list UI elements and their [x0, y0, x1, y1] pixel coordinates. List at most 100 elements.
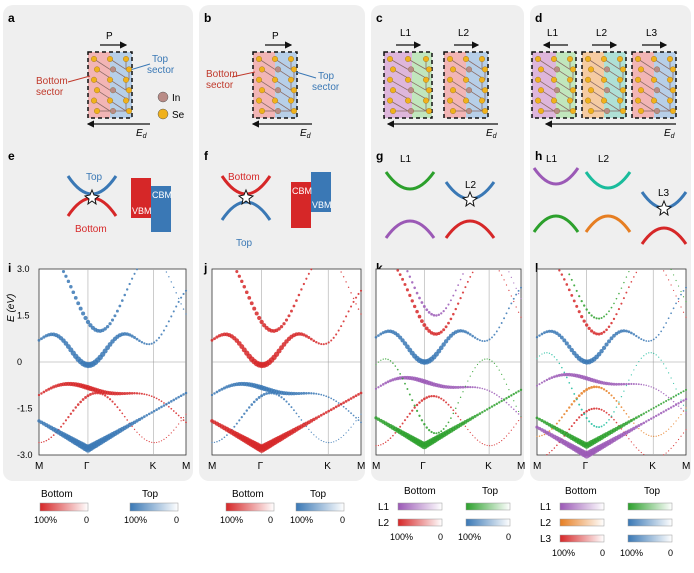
- band-point: [37, 393, 41, 397]
- band-point: [412, 304, 417, 309]
- band-point: [639, 422, 643, 426]
- band-point: [510, 276, 512, 278]
- panel-label-h: h: [535, 149, 542, 163]
- band-point: [565, 372, 569, 377]
- band-point: [150, 395, 153, 398]
- band-point: [675, 442, 677, 444]
- band-point: [493, 404, 496, 407]
- y-tick-label: -3.0: [17, 450, 33, 460]
- se-atom: [91, 76, 97, 83]
- band-point: [377, 386, 380, 389]
- band-point: [99, 392, 102, 395]
- band-point: [517, 390, 520, 393]
- band-point: [503, 317, 506, 320]
- band-point: [633, 444, 635, 446]
- band-point: [469, 375, 471, 377]
- band-point: [118, 409, 121, 412]
- svg-text:Top: Top: [236, 238, 253, 249]
- band-point: [588, 420, 591, 423]
- band-point: [604, 342, 609, 347]
- band-point: [282, 322, 286, 326]
- y-axis-label: E (eV): [6, 294, 17, 322]
- band-point: [612, 382, 616, 386]
- band-point: [309, 337, 313, 341]
- band-point: [145, 414, 149, 417]
- band-point: [74, 406, 77, 409]
- band-point: [488, 390, 491, 392]
- band-point: [155, 397, 158, 400]
- band-point: [310, 268, 313, 271]
- band-point: [668, 450, 670, 452]
- band-point: [184, 391, 188, 395]
- in-atom: [654, 87, 660, 94]
- panel-label-d: d: [535, 11, 542, 25]
- band-point: [277, 327, 281, 331]
- band-point: [520, 415, 522, 417]
- band-point: [115, 309, 119, 313]
- band-point: [175, 412, 178, 415]
- band-point: [220, 387, 224, 391]
- band-point: [118, 304, 122, 308]
- band-point: [252, 306, 257, 311]
- band-point: [138, 339, 141, 343]
- se-atom: [551, 56, 557, 62]
- band-point: [603, 315, 606, 318]
- band-point: [307, 392, 311, 395]
- band-point: [257, 396, 261, 399]
- band-point: [481, 410, 484, 414]
- band-point: [565, 283, 569, 286]
- band-point: [615, 297, 618, 300]
- band-point: [162, 329, 165, 332]
- band-point: [546, 352, 548, 354]
- band-point: [398, 273, 402, 277]
- band-point: [650, 352, 652, 354]
- band-point: [583, 413, 586, 416]
- band-point: [645, 340, 648, 342]
- band-point: [440, 397, 443, 400]
- band-point: [342, 276, 345, 278]
- se-atom: [651, 97, 657, 104]
- band-point: [375, 364, 377, 366]
- band-point: [160, 400, 163, 403]
- band-point: [548, 352, 551, 354]
- band-point: [650, 386, 652, 388]
- svg-text:0: 0: [174, 515, 179, 525]
- band-point: [223, 436, 226, 439]
- band-point: [583, 304, 586, 307]
- band-point: [680, 306, 682, 308]
- band-point: [635, 271, 638, 274]
- se-atom: [390, 87, 396, 94]
- band-point: [81, 398, 85, 401]
- panel-label-k: k: [376, 261, 383, 275]
- band-point: [170, 400, 173, 403]
- band-point: [450, 417, 452, 419]
- band-point: [563, 413, 566, 416]
- band-point: [434, 332, 439, 336]
- band-point: [150, 411, 153, 414]
- in-atom: [466, 108, 472, 114]
- band-point: [645, 353, 647, 355]
- band-point: [172, 310, 175, 313]
- band-point: [345, 432, 347, 434]
- band-point: [352, 395, 355, 399]
- band-point: [647, 340, 650, 342]
- band-point: [585, 388, 589, 391]
- band-point: [290, 406, 293, 409]
- band-point: [327, 396, 330, 399]
- structure-d: L1 L2 L3 Ed: [531, 28, 677, 140]
- band-point: [598, 317, 601, 320]
- band-point: [66, 279, 71, 284]
- band-point: [535, 416, 539, 420]
- band-point: [476, 337, 479, 341]
- band-point: [148, 394, 151, 397]
- in-atom: [554, 66, 560, 73]
- band-point: [637, 415, 641, 418]
- band-point: [265, 392, 268, 395]
- svg-text:100%: 100%: [552, 548, 575, 558]
- band-sketch-f: Bottom Top CBM VBM: [220, 172, 332, 249]
- panel-label-l: l: [535, 261, 538, 275]
- band-point: [178, 423, 180, 425]
- band-point: [660, 402, 663, 405]
- band-point: [590, 314, 593, 317]
- band-point: [417, 314, 422, 319]
